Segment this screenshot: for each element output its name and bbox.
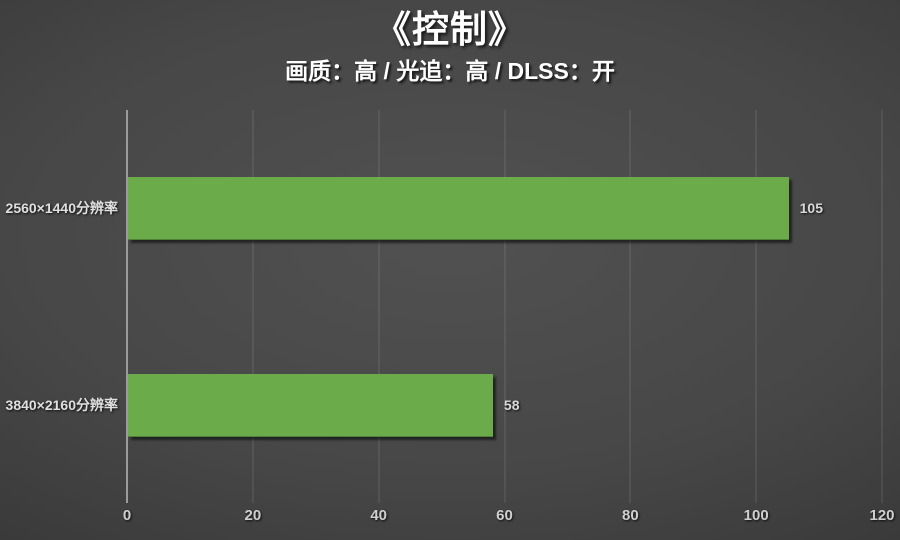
data-bar [128, 373, 493, 437]
data-bar [128, 177, 789, 241]
category-label: 3840×2160分辨率 [5, 396, 118, 413]
x-gridline [755, 110, 757, 503]
x-tick-label: 40 [370, 507, 387, 524]
x-tick-label: 20 [244, 507, 262, 524]
y-axis-line [126, 110, 128, 503]
value-label: 105 [799, 200, 823, 217]
x-gridline [378, 110, 380, 503]
x-gridline [252, 110, 254, 503]
x-tick-label: 80 [621, 507, 639, 524]
chart-title: 《控制》 [374, 9, 526, 50]
category-label: 2560×1440分辨率 [5, 200, 118, 217]
x-tick-label: 100 [743, 507, 769, 524]
x-tick-label: 0 [122, 507, 132, 524]
x-tick-label: 120 [869, 507, 895, 524]
x-gridline [881, 110, 883, 503]
x-gridline [629, 110, 631, 503]
value-label: 58 [503, 396, 520, 413]
chart-subtitle: 画质：高 / 光追：高 / DLSS：开 [285, 58, 615, 84]
x-tick-label: 60 [496, 507, 513, 524]
x-gridline [504, 110, 505, 503]
